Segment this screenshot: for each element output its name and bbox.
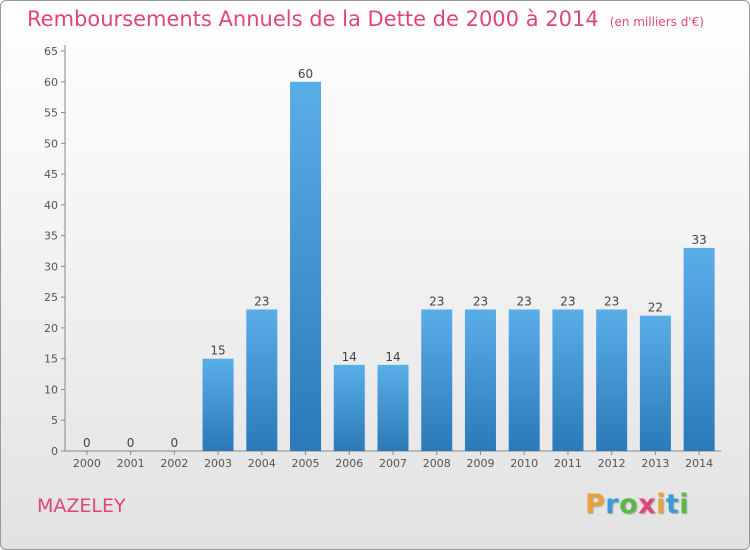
data-label: 23 [604,294,619,308]
x-tick-label: 2012 [598,457,626,470]
data-label: 14 [385,350,400,364]
bar-2014 [683,247,715,451]
logo-letter: i [656,489,666,520]
chart-title-block: Remboursements Annuels de la Dette de 20… [27,7,704,31]
y-tick-label: 40 [44,199,58,212]
y-tick-label: 35 [44,230,58,243]
bar-2011 [552,309,584,451]
data-label: 0 [127,436,135,450]
logo-letter: P [585,489,606,520]
data-label: 23 [473,294,488,308]
data-label: 23 [254,294,269,308]
bar-2010 [508,309,540,451]
data-label: 15 [210,344,225,358]
x-tick-label: 2014 [685,457,713,470]
bar-2003 [202,358,234,451]
y-tick-label: 10 [44,383,58,396]
logo-letter: o [619,489,639,520]
x-tick-label: 2005 [292,457,320,470]
bar-2012 [596,309,628,451]
y-tick-label: 30 [44,260,58,273]
bar-2013 [639,315,671,451]
x-tick-label: 2004 [248,457,276,470]
bar-2009 [464,309,496,451]
x-tick-label: 2007 [379,457,407,470]
x-tick-label: 2003 [204,457,232,470]
data-label: 0 [83,436,91,450]
y-tick-label: 15 [44,353,58,366]
data-label: 23 [560,294,575,308]
y-tick-label: 50 [44,137,58,150]
bar-2008 [421,309,453,451]
data-label: 60 [298,67,313,81]
logo-letter: t [665,489,680,520]
bar-2006 [333,364,365,451]
proxiti-logo: Proxiti [585,489,689,520]
data-label: 22 [648,301,663,315]
x-tick-label: 2009 [466,457,494,470]
y-tick-label: 25 [44,291,58,304]
x-tick-label: 2011 [554,457,582,470]
y-tick-label: 20 [44,322,58,335]
x-tick-label: 2006 [335,457,363,470]
data-label: 33 [691,233,706,247]
chart-unit: (en milliers d'€) [609,15,704,29]
x-tick-label: 2001 [117,457,145,470]
data-label: 14 [342,350,357,364]
logo-letter: r [605,489,620,520]
data-label: 23 [429,294,444,308]
bar-2005 [290,81,322,452]
y-tick-label: 45 [44,168,58,181]
logo-letter: x [638,489,657,520]
x-tick-label: 2000 [73,457,101,470]
y-tick-label: 5 [51,414,58,427]
data-label: 0 [171,436,179,450]
y-tick-label: 55 [44,107,58,120]
y-tick-label: 65 [44,45,58,58]
chart-title: Remboursements Annuels de la Dette de 20… [27,7,599,31]
x-tick-label: 2008 [423,457,451,470]
y-tick-label: 60 [44,76,58,89]
x-tick-label: 2010 [510,457,538,470]
y-tick-label: 0 [51,445,58,458]
data-label: 23 [517,294,532,308]
logo-letter: i [679,489,690,520]
x-tick-label: 2002 [160,457,188,470]
bar-2004 [246,309,278,451]
commune-name: MAZELEY [37,495,126,517]
x-tick-label: 2013 [641,457,669,470]
bar-2007 [377,364,409,451]
